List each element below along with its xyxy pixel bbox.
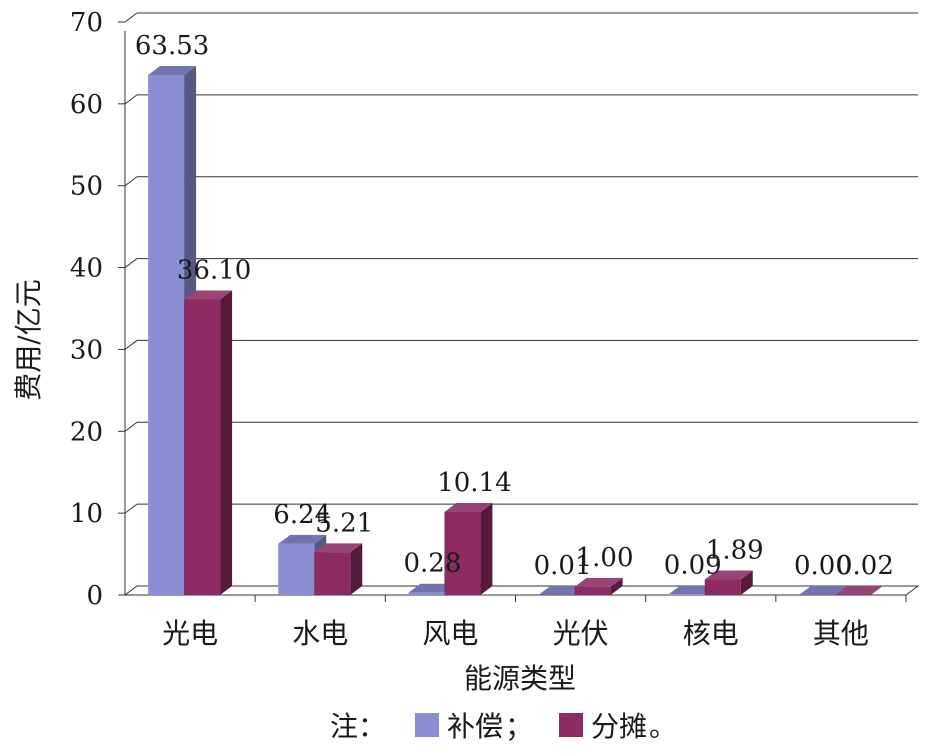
bar bbox=[834, 585, 883, 595]
data-label: 0.01 bbox=[534, 551, 592, 581]
gridline-diagonal bbox=[124, 12, 138, 23]
bar bbox=[184, 290, 233, 595]
bar-side bbox=[220, 290, 233, 595]
x-axis-title: 能源类型 bbox=[464, 662, 576, 695]
data-label: 1.00 bbox=[576, 543, 634, 573]
plot-floor bbox=[123, 585, 920, 596]
bar-front bbox=[184, 299, 221, 595]
category-label: 光伏 bbox=[553, 617, 609, 650]
legend-prefix: 注： bbox=[330, 710, 386, 743]
bar-front bbox=[704, 579, 741, 595]
y-tick-labels: 0 10 20 30 40 50 60 70 bbox=[70, 8, 103, 611]
gridline-diagonal bbox=[124, 421, 138, 432]
bar-front bbox=[148, 74, 185, 596]
data-label: 0.28 bbox=[403, 549, 461, 579]
bars bbox=[148, 65, 883, 596]
bar-front bbox=[574, 586, 611, 595]
gridline-diagonal bbox=[124, 94, 138, 105]
plot-background bbox=[123, 31, 920, 596]
bar-side bbox=[740, 570, 753, 595]
data-label: 5.21 bbox=[315, 508, 373, 538]
bar-side bbox=[610, 577, 623, 595]
legend-label-series-1: 补偿 bbox=[447, 710, 503, 743]
bar bbox=[314, 543, 363, 595]
legend-suffix: 。 bbox=[649, 710, 677, 743]
bar bbox=[798, 586, 847, 595]
legend-separator: ； bbox=[505, 710, 533, 743]
data-label: 63.53 bbox=[135, 31, 209, 61]
category-label: 核电 bbox=[683, 617, 739, 650]
legend-swatch-series-2 bbox=[559, 713, 583, 737]
legend-label-series-2: 分摊 bbox=[591, 710, 647, 743]
y-tick-label: 30 bbox=[70, 335, 103, 365]
bar-top bbox=[444, 502, 493, 512]
gridlines bbox=[118, 12, 918, 602]
bar-front bbox=[668, 594, 705, 595]
bar-top bbox=[278, 534, 327, 544]
gridline-diagonal bbox=[124, 258, 138, 268]
legend: 注： 补偿 ； 分摊 。 bbox=[330, 710, 677, 743]
legend-swatch-series-1 bbox=[415, 713, 439, 737]
bar-top bbox=[834, 585, 883, 595]
data-label: 0.02 bbox=[836, 551, 894, 581]
bar bbox=[704, 570, 753, 595]
data-label: 36.10 bbox=[177, 255, 251, 285]
bar-side bbox=[870, 585, 883, 595]
y-tick-label: 40 bbox=[70, 254, 103, 284]
y-tick-label: 0 bbox=[86, 581, 103, 611]
category-label: 水电 bbox=[292, 617, 348, 650]
y-tick-label: 10 bbox=[70, 499, 103, 529]
y-tick-label: 70 bbox=[70, 8, 103, 38]
bar-top bbox=[704, 570, 753, 580]
data-label: 6.24 bbox=[273, 500, 331, 530]
gridline-diagonal bbox=[124, 503, 138, 514]
data-label: 1.89 bbox=[706, 536, 764, 566]
y-tick-label: 20 bbox=[70, 417, 103, 447]
bar-side bbox=[480, 502, 493, 595]
data-label: 0.00 bbox=[794, 551, 852, 581]
bar bbox=[444, 502, 493, 595]
bar-top bbox=[574, 577, 623, 587]
category-label: 其他 bbox=[813, 617, 869, 650]
category-labels: 光电 水电 风电 光伏 核电 其他 bbox=[162, 617, 869, 650]
bar-front bbox=[444, 511, 481, 595]
bar-front bbox=[408, 592, 445, 595]
data-label: 0.09 bbox=[664, 550, 722, 580]
data-labels: 63.53 36.10 6.245.21 0.28 10.14 0.011.00 0.091… bbox=[135, 31, 894, 581]
y-tick-label: 60 bbox=[70, 90, 103, 120]
y-axis-title: 费用/亿元 bbox=[12, 279, 45, 400]
y-tick-label: 50 bbox=[70, 172, 103, 202]
bar-top bbox=[184, 290, 233, 300]
bar-top bbox=[798, 586, 847, 595]
gridline-diagonal bbox=[124, 340, 138, 350]
bar-side bbox=[350, 543, 363, 595]
bar bbox=[574, 577, 623, 595]
bar-top bbox=[148, 65, 197, 75]
category-label: 风电 bbox=[422, 617, 478, 650]
bar-top bbox=[314, 543, 363, 553]
gridline-diagonal bbox=[124, 176, 138, 187]
category-label: 光电 bbox=[162, 617, 218, 650]
bar-front bbox=[314, 552, 351, 595]
bar-front bbox=[278, 543, 315, 595]
data-label: 10.14 bbox=[437, 468, 511, 498]
